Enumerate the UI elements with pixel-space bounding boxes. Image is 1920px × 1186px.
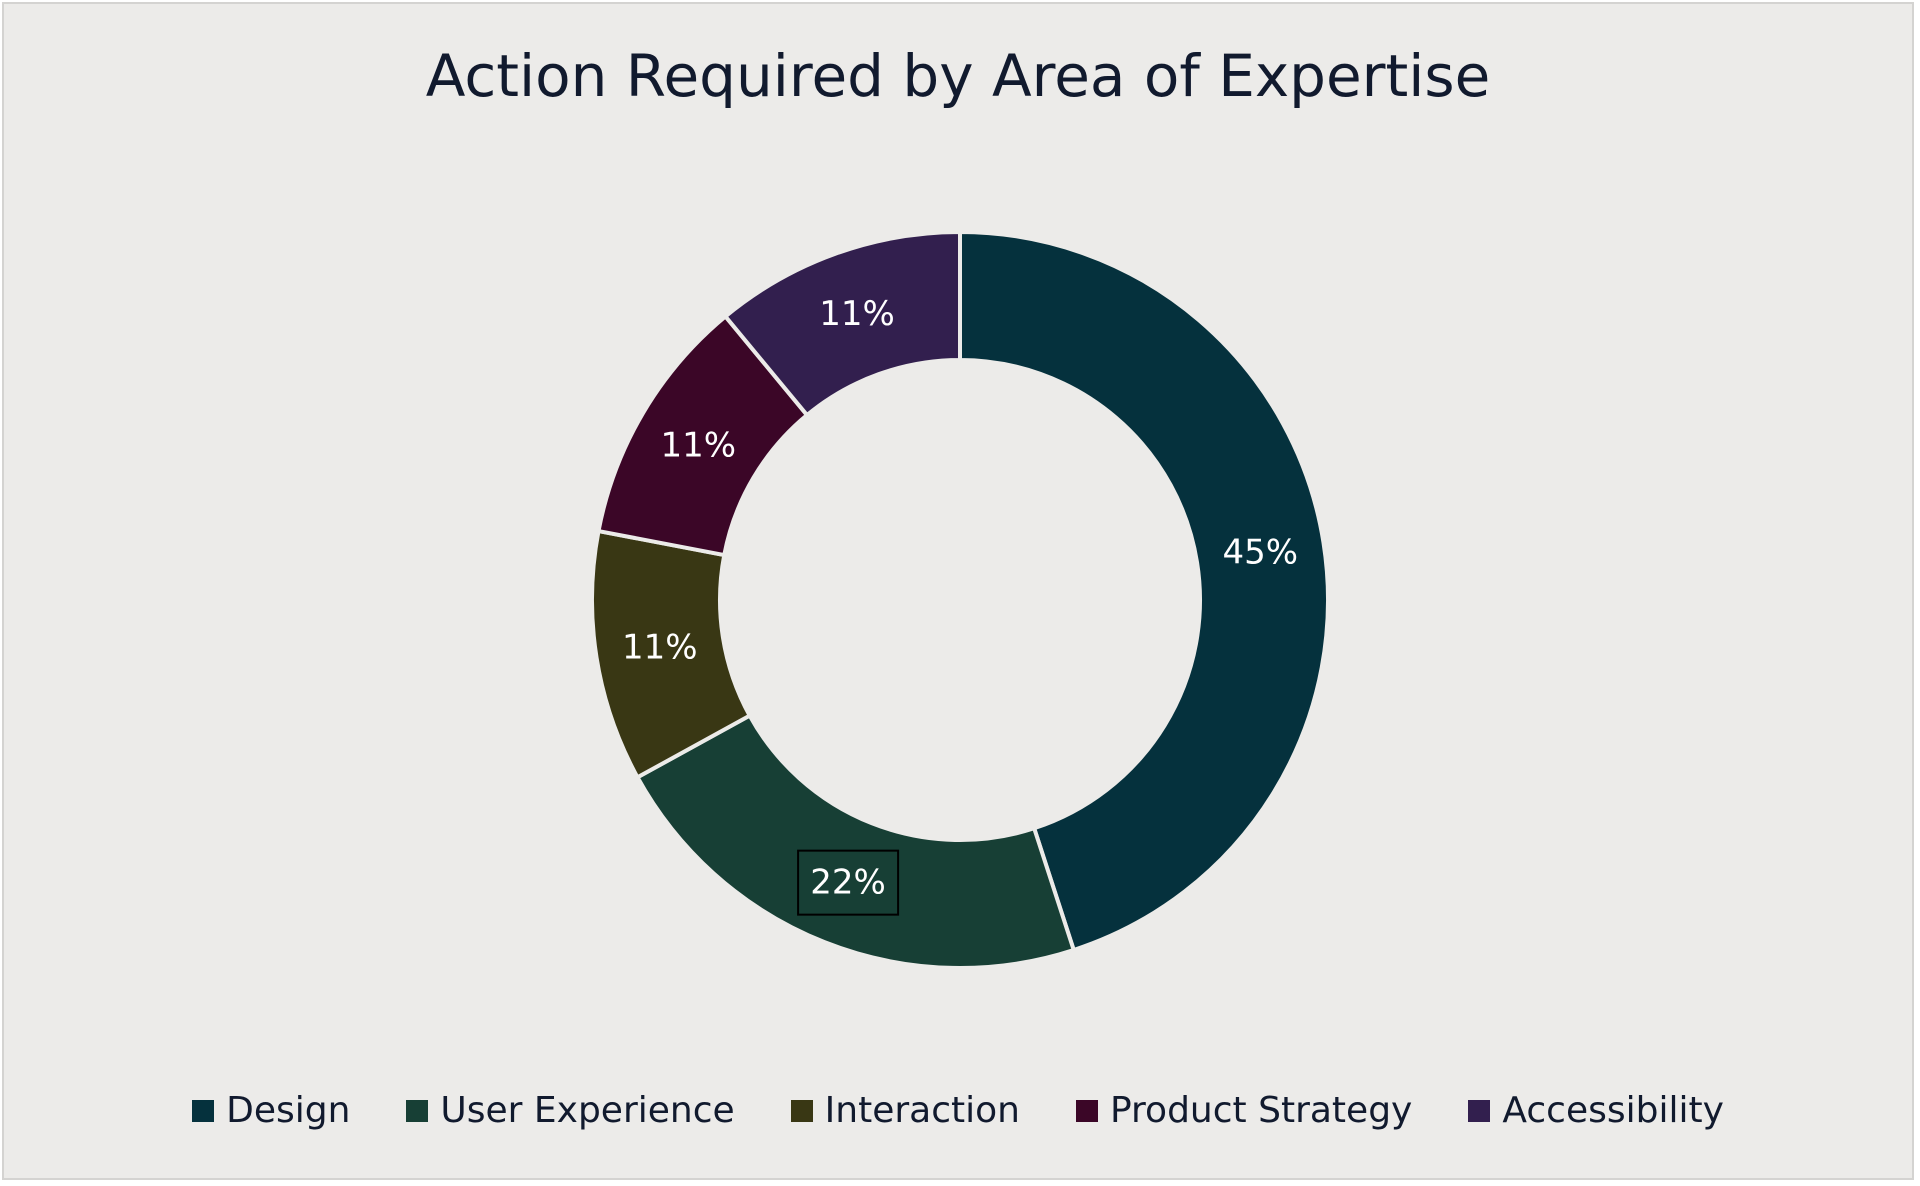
data-label-box bbox=[797, 849, 900, 916]
legend-swatch-product-strategy bbox=[1075, 1099, 1098, 1122]
legend-item-product-strategy: Product Strategy bbox=[1075, 1090, 1413, 1131]
donut-slice-user-experience bbox=[634, 712, 1077, 970]
legend-swatch-design bbox=[192, 1099, 215, 1122]
legend-label-design: Design bbox=[226, 1090, 351, 1131]
legend-item-design: Design bbox=[192, 1090, 350, 1131]
legend-label-user-experience: User Experience bbox=[440, 1090, 735, 1131]
legend-swatch-accessibility bbox=[1468, 1099, 1491, 1122]
chart-title: Action Required by Area of Expertise bbox=[425, 42, 1491, 110]
data-label-product-strategy: 11% bbox=[661, 425, 737, 465]
legend-item-accessibility: Accessibility bbox=[1468, 1090, 1724, 1131]
chart-legend: Design User Experience Interaction Product … bbox=[4, 1090, 1912, 1131]
legend-item-interaction: Interaction bbox=[790, 1090, 1020, 1131]
data-label-design: 45% bbox=[1222, 532, 1298, 572]
legend-swatch-user-experience bbox=[406, 1099, 429, 1122]
legend-label-product-strategy: Product Strategy bbox=[1109, 1090, 1413, 1131]
legend-label-interaction: Interaction bbox=[824, 1090, 1020, 1131]
data-label-interaction: 11% bbox=[622, 628, 698, 668]
donut-chart: 45% 22% 11% 11% 11% bbox=[590, 229, 1330, 970]
data-label-accessibility: 11% bbox=[819, 294, 895, 334]
donut-slice-accessibility bbox=[722, 229, 962, 418]
donut-slice-design bbox=[958, 229, 1330, 953]
legend-item-user-experience: User Experience bbox=[406, 1090, 735, 1131]
legend-label-accessibility: Accessibility bbox=[1502, 1090, 1724, 1131]
data-label-user-experience: 22% bbox=[810, 863, 886, 903]
legend-swatch-interaction bbox=[790, 1099, 813, 1122]
